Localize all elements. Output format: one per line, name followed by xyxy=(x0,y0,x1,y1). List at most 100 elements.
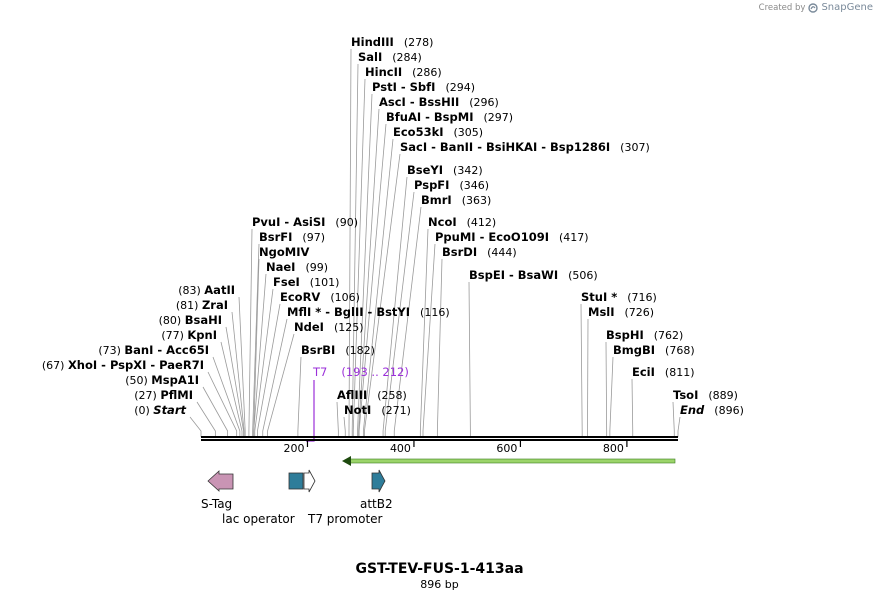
site-position: (342) xyxy=(453,164,483,177)
site-position: (506) xyxy=(568,269,598,282)
orf-feature[interactable] xyxy=(342,456,676,466)
enzyme-site-label: (67) XhoI - PspXI - PaeR7I xyxy=(42,358,204,372)
site-position: (286) xyxy=(412,66,442,79)
enzyme-site[interactable]: NotI (271) xyxy=(344,403,411,417)
enzyme-site[interactable]: SacI - BanII - BsiHKAI - Bsp1286I (307) xyxy=(400,140,650,154)
site-leader-line xyxy=(393,206,422,437)
site-leader-line xyxy=(220,341,243,437)
enzyme-site[interactable]: (67) XhoI - PspXI - PaeR7I xyxy=(42,358,204,372)
site-name: PspFI xyxy=(414,178,449,192)
enzyme-site-label: Eco53kI (305) xyxy=(393,125,483,139)
site-position: (90) xyxy=(335,216,358,229)
site-leader-line xyxy=(677,416,681,437)
enzyme-site-label: SalI (284) xyxy=(358,50,422,64)
enzyme-site[interactable]: (50) MspA1I xyxy=(125,373,199,387)
enzyme-site-label: (81) ZraI xyxy=(176,298,228,312)
site-position: (67) xyxy=(42,359,68,372)
enzyme-site-label: BsrFI (97) xyxy=(259,230,325,244)
site-name: KpnI xyxy=(187,328,217,342)
enzyme-site[interactable]: NaeI (99) xyxy=(266,260,328,274)
orf-arrowhead-icon xyxy=(342,456,351,466)
enzyme-site[interactable]: BfuAI - BspMI (297) xyxy=(386,110,513,124)
enzyme-site[interactable]: NgoMIV xyxy=(259,245,309,259)
site-leader-line xyxy=(262,318,288,437)
enzyme-site[interactable]: SalI (284) xyxy=(358,50,422,64)
s-tag-arrow-icon xyxy=(207,470,234,492)
enzyme-site[interactable]: BsrFI (97) xyxy=(259,230,325,244)
enzyme-site[interactable]: BmrI (363) xyxy=(421,193,491,207)
site-position: (296) xyxy=(469,96,499,109)
enzyme-site[interactable]: BsrDI (444) xyxy=(442,245,517,259)
enzyme-site[interactable]: (81) ZraI xyxy=(176,298,228,312)
enzyme-site[interactable]: AscI - BssHII (296) xyxy=(379,95,499,109)
enzyme-site[interactable]: (80) BsaHI xyxy=(159,313,222,327)
enzyme-site[interactable]: NdeI (125) xyxy=(294,320,364,334)
enzyme-site[interactable]: FseI (101) xyxy=(273,275,339,289)
t7-promoter-feature[interactable]: T7 promoter xyxy=(303,469,383,526)
site-leader-line xyxy=(358,108,380,437)
site-leader-line xyxy=(253,258,260,437)
enzyme-site[interactable]: PspFI (346) xyxy=(414,178,489,192)
enzyme-site-label: (27) PflMI xyxy=(134,388,193,402)
enzyme-site[interactable]: (83) AatII xyxy=(178,283,235,297)
enzyme-site-label: (0) Start xyxy=(134,403,186,417)
enzyme-site[interactable]: MflI * - BglII - BstYI (116) xyxy=(287,305,450,319)
enzyme-site[interactable]: BspHI (762) xyxy=(606,328,683,342)
site-name: ZraI xyxy=(202,298,228,312)
enzyme-site[interactable]: AflIII (258) xyxy=(337,388,407,402)
attb2-feature[interactable]: attB2 xyxy=(360,469,393,511)
site-position: (896) xyxy=(714,404,744,417)
s-tag-feature[interactable]: S-Tag xyxy=(201,470,234,511)
enzyme-site[interactable]: NcoI (412) xyxy=(428,215,496,229)
enzyme-site[interactable]: TsoI (889) xyxy=(673,388,738,402)
site-leader-line xyxy=(267,333,295,437)
enzyme-site[interactable]: BspEI - BsaWI (506) xyxy=(469,268,598,282)
enzyme-site[interactable]: (73) BanI - Acc65I xyxy=(98,343,209,357)
site-position: (284) xyxy=(392,51,422,64)
enzyme-site-label: BfuAI - BspMI (297) xyxy=(386,110,513,124)
site-position: (182) xyxy=(345,344,375,357)
site-position: (363) xyxy=(462,194,492,207)
site-name: NcoI xyxy=(428,215,457,229)
site-name: BsrFI xyxy=(259,230,292,244)
enzyme-site[interactable]: EciI (811) xyxy=(632,365,695,379)
enzyme-site[interactable]: StuI * (716) xyxy=(581,290,657,304)
enzyme-site[interactable]: (77) KpnI xyxy=(161,328,217,342)
ruler-tick-label: 800 xyxy=(603,442,624,455)
enzyme-site-label: NaeI (99) xyxy=(266,260,328,274)
enzyme-site[interactable]: EcoRV (106) xyxy=(280,290,360,304)
site-leader-line xyxy=(384,191,415,437)
site-name: NotI xyxy=(344,403,371,417)
site-name: BfuAI - BspMI xyxy=(386,110,473,124)
enzyme-site[interactable]: (27) PflMI xyxy=(134,388,193,402)
enzyme-site-label: NgoMIV xyxy=(259,245,309,259)
enzyme-site[interactable]: Eco53kI (305) xyxy=(393,125,483,139)
site-name: EcoRV xyxy=(280,290,320,304)
enzyme-site[interactable]: PpuMI - EcoO109I (417) xyxy=(435,230,589,244)
enzyme-site[interactable]: HincII (286) xyxy=(365,65,442,79)
enzyme-site[interactable]: PstI - SbfI (294) xyxy=(372,80,475,94)
enzyme-site[interactable]: MslI (726) xyxy=(588,305,654,319)
lac-operator-feature[interactable]: lac operator xyxy=(222,472,304,526)
enzyme-site[interactable]: (0) Start xyxy=(134,403,186,417)
enzyme-site[interactable]: BsrBI (182) xyxy=(301,343,375,357)
enzyme-site-label: PvuI - AsiSI (90) xyxy=(252,215,358,229)
lac-operator-label: lac operator xyxy=(222,512,295,526)
enzyme-site[interactable]: End (896) xyxy=(680,403,744,417)
site-leader-line xyxy=(358,123,387,437)
site-leader-line xyxy=(253,273,267,437)
site-leader-line xyxy=(382,176,408,437)
site-name: MslI xyxy=(588,305,615,319)
enzyme-site[interactable]: BmgBI (768) xyxy=(613,343,695,357)
site-name: PstI - SbfI xyxy=(372,80,435,94)
site-position: (726) xyxy=(625,306,655,319)
enzyme-site[interactable]: PvuI - AsiSI (90) xyxy=(252,215,358,229)
site-position: (116) xyxy=(420,306,450,319)
enzyme-site-label: MflI * - BglII - BstYI (116) xyxy=(287,305,450,319)
site-leader-line xyxy=(436,258,443,437)
enzyme-site[interactable]: HindIII (278) xyxy=(351,35,433,49)
enzyme-site[interactable]: BseYI (342) xyxy=(407,163,483,177)
enzyme-site-label: (80) BsaHI xyxy=(159,313,222,327)
site-position: (27) xyxy=(134,389,160,402)
site-leader-line xyxy=(248,228,253,437)
